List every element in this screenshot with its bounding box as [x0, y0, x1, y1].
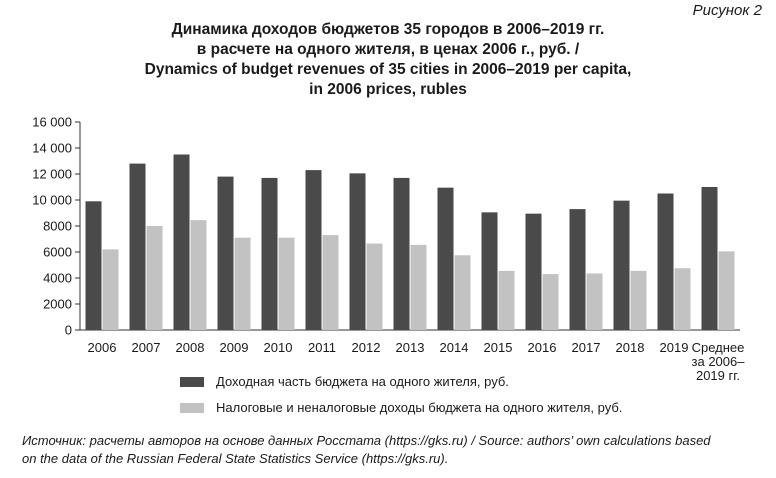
- title-line-2: в расчете на одного жителя, в ценах 2006…: [196, 41, 580, 58]
- bar-revenue: [437, 187, 454, 330]
- y-tick-label: 4000: [43, 271, 72, 286]
- bar-revenue: [173, 154, 190, 330]
- bar-revenue: [569, 209, 586, 330]
- bar-revenue: [261, 177, 278, 330]
- bar-chart: 0 2000 4000 6000 8000 10 000 12 000 14 000 16 00…: [32, 115, 746, 383]
- bar-tax-revenue: [718, 251, 735, 330]
- x-tick-label: 2008: [176, 340, 205, 355]
- bar-tax-revenue: [498, 270, 515, 330]
- bar-revenue: [481, 212, 498, 330]
- y-tick-label: 0: [65, 323, 72, 338]
- bar-revenue: [525, 213, 542, 330]
- bar-revenue: [701, 187, 718, 330]
- legend-item-tax-revenue: Налоговые и неналоговые доходы бюджета н…: [180, 400, 622, 415]
- bar-revenue: [613, 200, 630, 330]
- y-tick-label: 14 000: [32, 141, 72, 156]
- title-line-1: Динамика доходов бюджетов 35 городов в 2…: [171, 21, 605, 38]
- y-tick-label: 8000: [43, 219, 72, 234]
- x-tick-label: Среднее: [692, 340, 745, 355]
- legend-swatch-tax-revenue: [180, 402, 204, 413]
- y-tick-label: 10 000: [32, 193, 72, 208]
- x-tick-label: 2013: [396, 340, 425, 355]
- x-tick-label: 2015: [484, 340, 513, 355]
- bar-tax-revenue: [278, 237, 295, 330]
- bar-revenue: [305, 170, 322, 330]
- x-tick-label: 2006: [88, 340, 117, 355]
- bar-tax-revenue: [190, 220, 207, 330]
- bar-revenue: [85, 201, 102, 330]
- x-tick-label: 2018: [616, 340, 645, 355]
- bar-tax-revenue: [146, 226, 163, 330]
- legend-item-revenue: Доходная часть бюджета на одного жителя,…: [180, 374, 509, 389]
- bar-revenue: [657, 193, 674, 330]
- bar-tax-revenue: [630, 270, 647, 330]
- bar-tax-revenue: [674, 268, 691, 330]
- x-tick-label: 2019 гг.: [696, 368, 740, 382]
- bar-tax-revenue: [234, 237, 251, 330]
- bar-tax-revenue: [542, 274, 559, 330]
- y-tick-label: 16 000: [32, 115, 72, 130]
- legend-label-tax-revenue: Налоговые и неналоговые доходы бюджета н…: [216, 400, 623, 415]
- source-note: Источник: расчеты авторов на основе данн…: [22, 432, 762, 468]
- bar-tax-revenue: [102, 249, 119, 330]
- x-tick-label: 2010: [264, 340, 293, 355]
- x-tick-label: 2007: [132, 340, 161, 355]
- legend-swatch-revenue: [180, 376, 204, 387]
- bar-revenue: [349, 173, 366, 330]
- bar-revenue: [129, 163, 146, 330]
- legend-label-revenue: Доходная часть бюджета на одного жителя,…: [216, 374, 509, 389]
- bar-tax-revenue: [586, 273, 603, 330]
- bar-tax-revenue: [366, 243, 383, 330]
- bar-tax-revenue: [322, 235, 339, 330]
- x-tick-label: 2012: [352, 340, 381, 355]
- y-tick-label: 12 000: [32, 167, 72, 182]
- bar-revenue: [217, 176, 234, 330]
- y-tick-label: 6000: [43, 245, 72, 260]
- y-tick-label: 2000: [43, 297, 72, 312]
- x-tick-label: 2016: [528, 340, 557, 355]
- bar-revenue: [393, 177, 410, 330]
- bar-tax-revenue: [410, 244, 427, 330]
- x-tick-label: за 2006–: [692, 354, 746, 369]
- source-line-1: Источник: расчеты авторов на основе данн…: [22, 433, 711, 448]
- x-tick-label: 2011: [308, 340, 336, 355]
- x-tick-label: 2009: [220, 340, 249, 355]
- figure-label: Рисунок 2: [692, 2, 762, 19]
- title-line-4: in 2006 prices, rubles: [309, 81, 467, 98]
- chart-title: Динамика доходов бюджетов 35 городов в 2…: [0, 20, 776, 100]
- title-line-3: Dynamics of budget revenues of 35 cities…: [144, 61, 632, 78]
- x-tick-label: 2019: [660, 340, 689, 355]
- x-tick-label: 2014: [440, 340, 469, 355]
- bar-tax-revenue: [454, 255, 471, 330]
- source-line-2: on the data of the Russian Federal State…: [22, 451, 449, 466]
- x-tick-label: 2017: [572, 340, 601, 355]
